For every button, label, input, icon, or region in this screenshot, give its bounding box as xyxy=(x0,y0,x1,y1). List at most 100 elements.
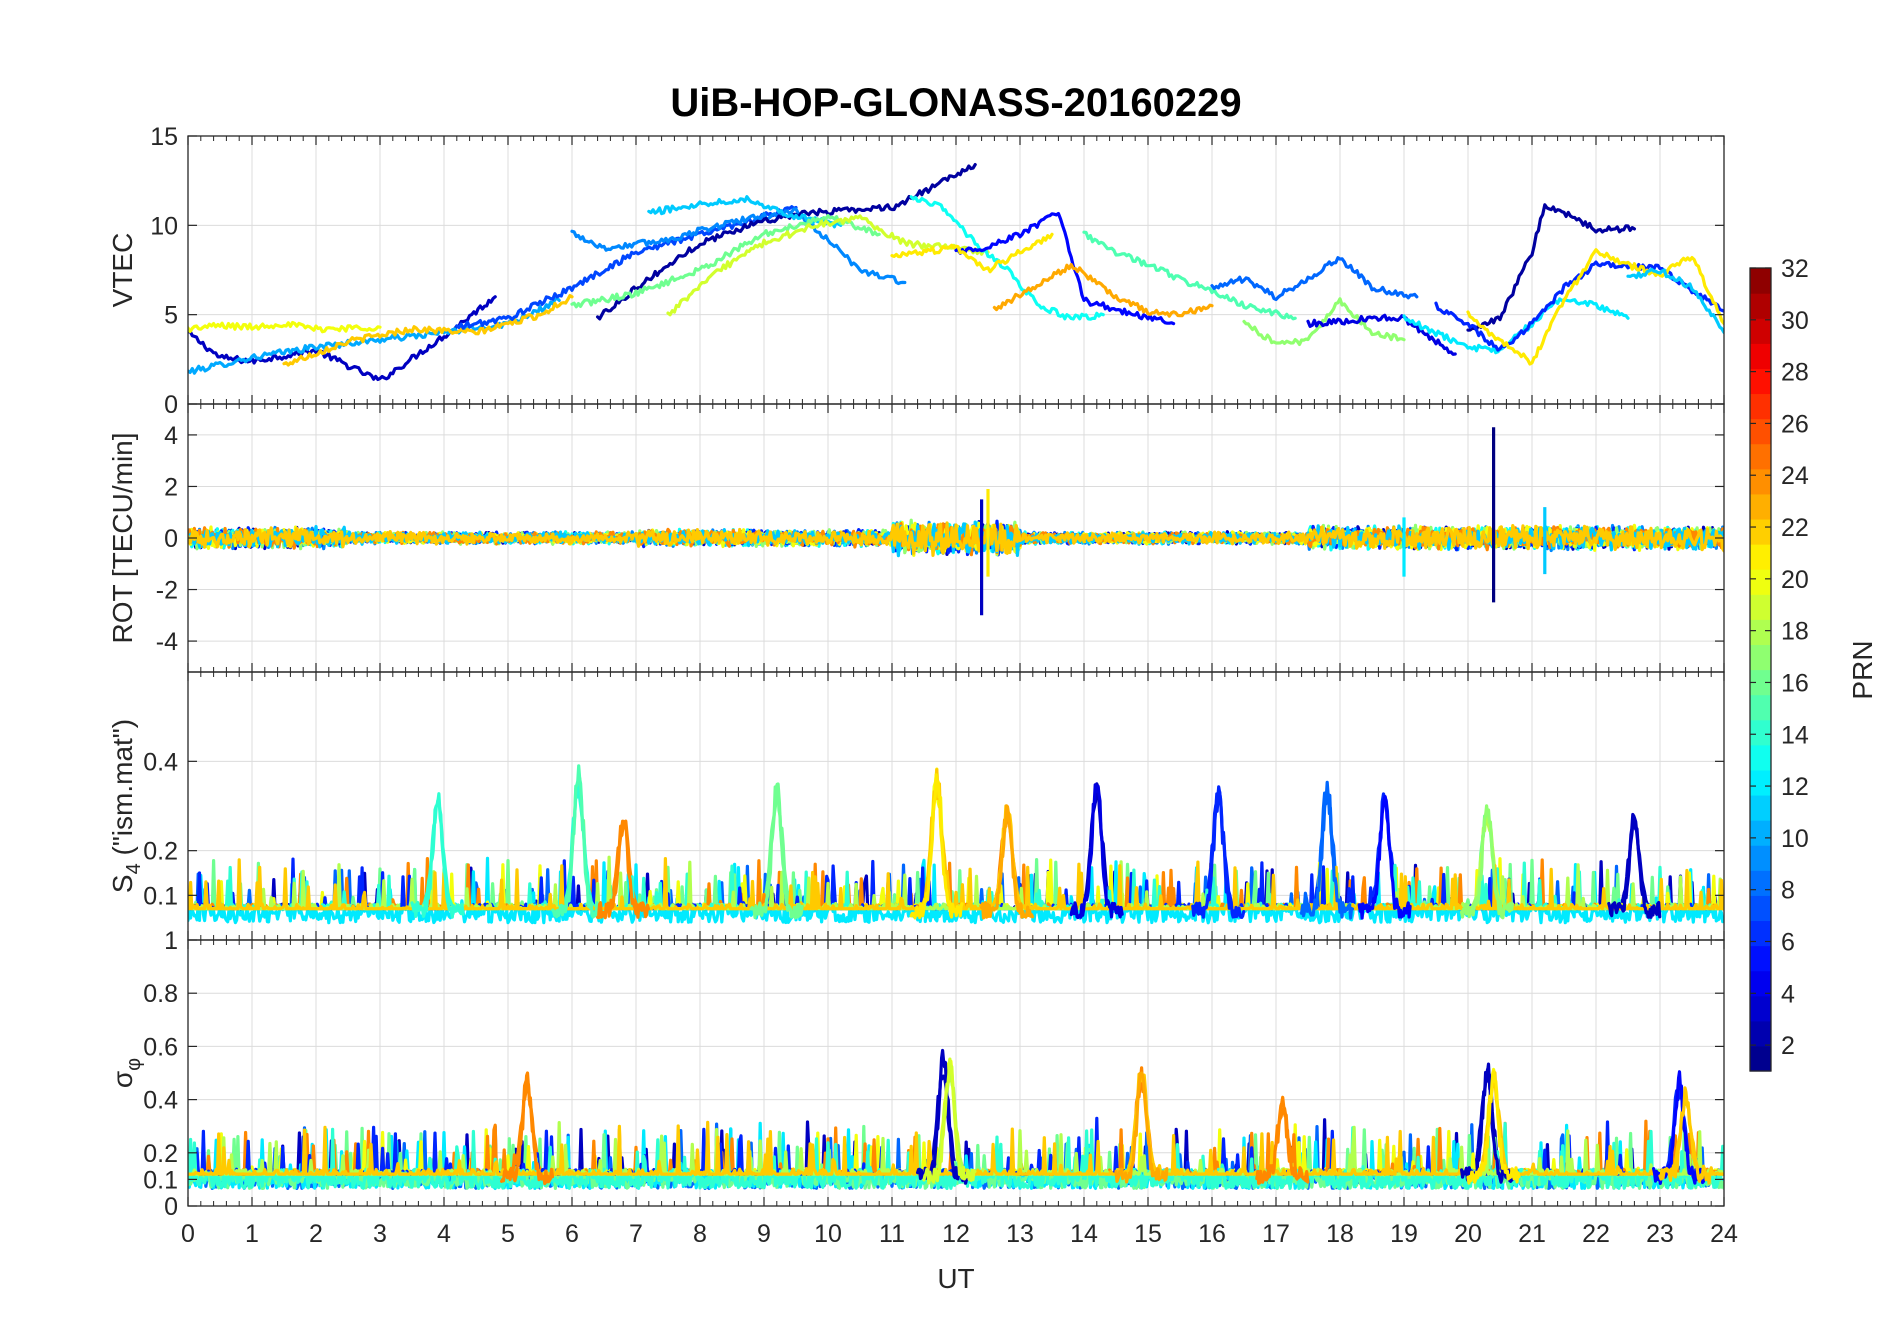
s4-peak-prn-24 xyxy=(595,819,651,920)
colorbar-segment xyxy=(1750,418,1771,445)
colorbar-segment xyxy=(1750,544,1771,570)
x-tick-label: 21 xyxy=(1518,1220,1546,1248)
vtec-series-prn-23 xyxy=(992,263,1214,318)
x-tick-label: 2 xyxy=(309,1220,323,1248)
vtec-series-prn-19 xyxy=(666,214,990,317)
vtec-series-prn-12 xyxy=(1402,297,1630,355)
colorbar-tick-label: 10 xyxy=(1781,825,1809,853)
vtec-series-prn-15 xyxy=(1082,230,1297,321)
rot-ytick-label: -4 xyxy=(156,628,178,656)
colorbar-segment xyxy=(1750,594,1771,620)
s4-peak-prn-6 xyxy=(1191,785,1246,920)
colorbar-tick-label: 30 xyxy=(1781,307,1809,335)
colorbar-tick-label: 24 xyxy=(1781,462,1809,490)
colorbar-tick-label: 8 xyxy=(1781,877,1795,905)
rot-ytick-label: 4 xyxy=(164,422,178,450)
s4-traces xyxy=(188,764,1724,925)
sigma_phi-peak-prn-23 xyxy=(1114,1071,1169,1184)
s4-peak-prn-8 xyxy=(1299,792,1355,920)
sigma_phi-peak-prn-21 xyxy=(1466,1069,1521,1185)
s4-ytick-label: 0.2 xyxy=(143,838,178,866)
vtec-ytick-label: 15 xyxy=(150,123,178,151)
colorbar-tick-label: 22 xyxy=(1781,514,1809,542)
colorbar-tick-label: 26 xyxy=(1781,410,1809,438)
colorbar-segment xyxy=(1750,845,1771,871)
s4-peak-prn-23 xyxy=(979,804,1035,920)
colorbar-segment xyxy=(1750,794,1771,821)
x-tick-label: 0 xyxy=(181,1220,195,1248)
sigma_phi-ytick-label: 0 xyxy=(164,1193,178,1221)
colorbar-tick-label: 28 xyxy=(1781,359,1809,387)
colorbar-segment xyxy=(1750,920,1771,947)
colorbar-segment xyxy=(1750,995,1771,1022)
vtec-series-prn-11 xyxy=(647,195,843,229)
panel-s4: 0.10.20.4S4 ("ism.mat") xyxy=(107,671,1725,941)
colorbar-segment xyxy=(1750,820,1771,846)
x-tick-label: 24 xyxy=(1710,1220,1738,1248)
vtec-series-prn-17 xyxy=(1242,297,1406,346)
s4-ylabel-rest: ("ism.mat") xyxy=(107,719,138,863)
sigma_phi-ytick-label: 0.4 xyxy=(143,1087,178,1115)
s4-ylabel-sub: 4 xyxy=(123,863,145,874)
colorbar-segment xyxy=(1750,619,1771,645)
colorbar-tick-label: 16 xyxy=(1781,669,1809,697)
panel-sigma_phi: 00.10.2 0.4 0.6 0.8 1 σφ xyxy=(107,927,1725,1221)
s4-peak-prn-5 xyxy=(1357,794,1412,920)
vtec-series-prn-2 xyxy=(1466,203,1637,332)
rot-ytick-label: -2 xyxy=(156,577,178,605)
colorbar-segment xyxy=(1750,1045,1771,1072)
colorbar-segment xyxy=(1750,970,1771,997)
colorbar-segment xyxy=(1750,945,1771,972)
colorbar-segment xyxy=(1750,343,1771,369)
colorbar-segment xyxy=(1750,318,1771,344)
colorbar-tick-label: 20 xyxy=(1781,566,1809,594)
colorbar-segment xyxy=(1750,468,1771,495)
sigma_phi-ytick-label: 0.6 xyxy=(143,1033,178,1061)
s4-ylabel-main: S xyxy=(107,874,138,893)
colorbar-label: PRN xyxy=(1847,640,1878,699)
s4-ylabel: S4 ("ism.mat") xyxy=(107,719,145,893)
s4-ytick-label: 0.4 xyxy=(143,748,178,776)
colorbar-segment xyxy=(1750,769,1771,796)
vtec-series-prn-5 xyxy=(954,211,1176,326)
x-tick-label: 5 xyxy=(501,1220,515,1248)
sigma_phi-ytick-label: 0.1 xyxy=(143,1166,178,1194)
colorbar-segment xyxy=(1750,443,1771,470)
s4-peak-prn-21 xyxy=(909,773,964,920)
s4-peak-prn-4 xyxy=(1069,783,1124,920)
sigma_phi-peak-prn-19 xyxy=(922,1057,977,1185)
rot-series-prn-22 xyxy=(188,521,1724,558)
colorbar-tick-label: 18 xyxy=(1781,618,1809,646)
x-tick-label: 17 xyxy=(1262,1220,1290,1248)
colorbar-tick-label: 2 xyxy=(1781,1032,1795,1060)
colorbar-tick-label: 14 xyxy=(1781,721,1809,749)
colorbar-tick-label: 12 xyxy=(1781,773,1809,801)
vtec-series-prn-8 xyxy=(1210,256,1419,302)
colorbar-segment xyxy=(1750,393,1771,420)
vtec-series-prn-11 xyxy=(1626,267,1724,335)
s4-peak-prn-3 xyxy=(1607,812,1662,919)
colorbar-segment xyxy=(1750,870,1771,896)
vtec-ticks xyxy=(187,135,1725,405)
rot-traces xyxy=(188,427,1724,616)
x-axis-label: UT xyxy=(937,1263,974,1294)
colorbar-tick-label: 6 xyxy=(1781,928,1795,956)
colorbar-segment xyxy=(1750,669,1771,696)
x-tick-label: 7 xyxy=(629,1220,643,1248)
s4-ytick-label: 0.1 xyxy=(143,882,178,910)
vtec-series-prn-22 xyxy=(282,294,574,367)
chart-title: UiB-HOP-GLONASS-20160229 xyxy=(670,81,1241,125)
s4-peak-prn-15 xyxy=(551,764,606,920)
vtec-series-prn-21 xyxy=(890,232,1054,274)
sigma_phi-ticks xyxy=(187,939,1725,1207)
x-tick-label: 15 xyxy=(1134,1220,1162,1248)
sigma_phi-peak-prn-22 xyxy=(1658,1086,1713,1185)
colorbar-segment xyxy=(1750,719,1771,746)
vtec-series-prn-20 xyxy=(188,320,382,334)
x-tick-label: 12 xyxy=(942,1220,970,1248)
x-tick-label: 23 xyxy=(1646,1220,1674,1248)
colorbar-segment xyxy=(1750,895,1771,922)
sigma_phi-ytick-label: 0.2 xyxy=(143,1140,178,1168)
x-axis: 0 1 2 3 4 5 6 7 8 9 10 11 12 13 14 15 16 17 18 19 20 21 22 23 24 xyxy=(181,1220,1738,1248)
